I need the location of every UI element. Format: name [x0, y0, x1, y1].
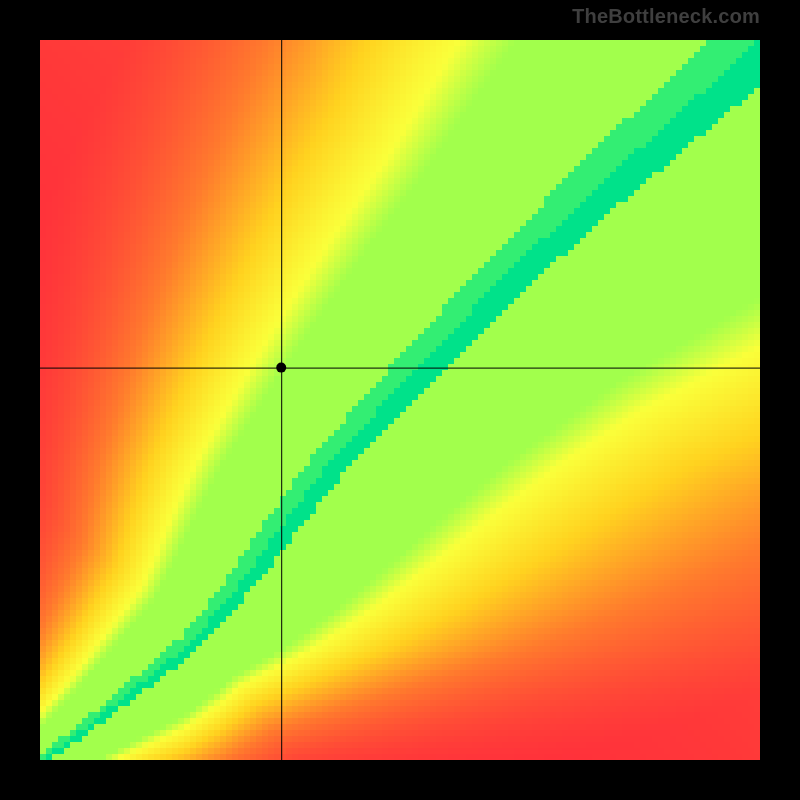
watermark-text: TheBottleneck.com	[572, 6, 760, 29]
bottleneck-heatmap	[40, 40, 760, 760]
